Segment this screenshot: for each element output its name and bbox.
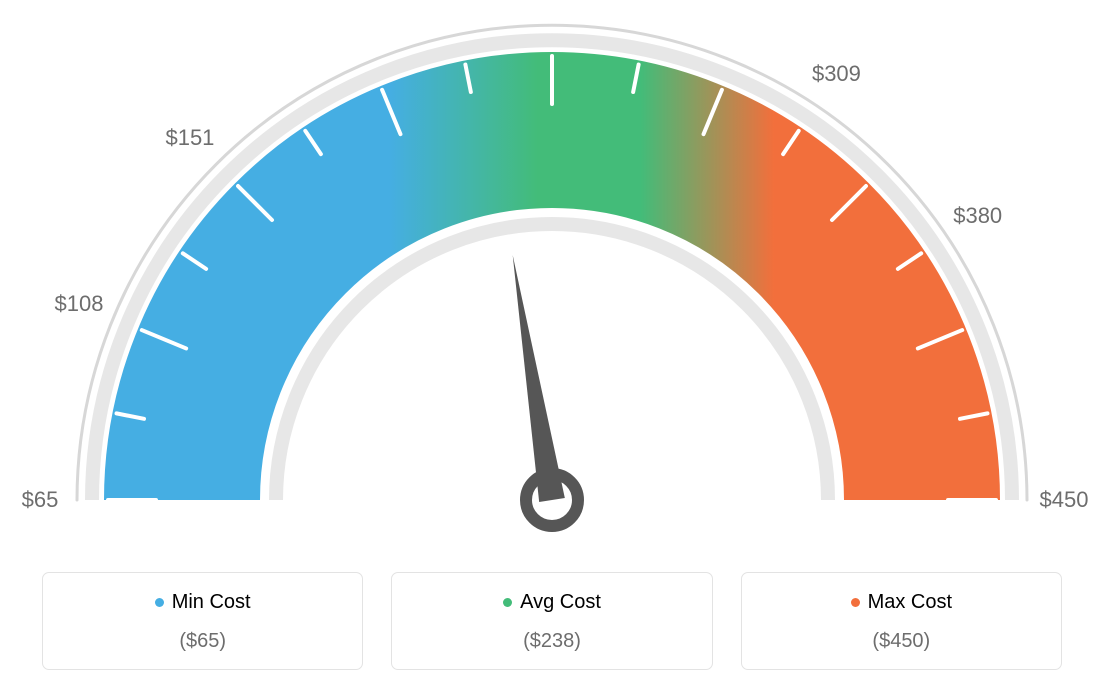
legend-dot-max (851, 598, 860, 607)
legend-dot-avg (503, 598, 512, 607)
legend-box-min: Min Cost ($65) (42, 572, 363, 670)
gauge-tick-label: $238 (528, 0, 577, 1)
gauge-tick-label: $380 (953, 203, 1002, 229)
legend-label-avg: Avg Cost (520, 591, 601, 614)
legend-value-max: ($450) (742, 630, 1061, 653)
legend-value-min: ($65) (43, 630, 362, 653)
gauge-chart: $65 $108 $151 $238 $309 $380 $450 (0, 0, 1104, 560)
legend-dot-min (155, 598, 164, 607)
legend-title-min: Min Cost (155, 591, 251, 614)
gauge-tick-label: $65 (22, 487, 59, 513)
legend-box-max: Max Cost ($450) (741, 572, 1062, 670)
gauge-tick-label: $151 (165, 125, 214, 151)
gauge-svg (0, 0, 1104, 560)
legend-label-min: Min Cost (172, 591, 251, 614)
gauge-tick-label: $309 (812, 61, 861, 87)
legend-label-max: Max Cost (868, 591, 952, 614)
legend-row: Min Cost ($65) Avg Cost ($238) Max Cost … (42, 572, 1062, 670)
legend-title-avg: Avg Cost (503, 591, 601, 614)
legend-value-avg: ($238) (392, 630, 711, 653)
gauge-tick-label: $108 (54, 291, 103, 317)
legend-box-avg: Avg Cost ($238) (391, 572, 712, 670)
legend-title-max: Max Cost (851, 591, 952, 614)
gauge-tick-label: $450 (1040, 487, 1089, 513)
